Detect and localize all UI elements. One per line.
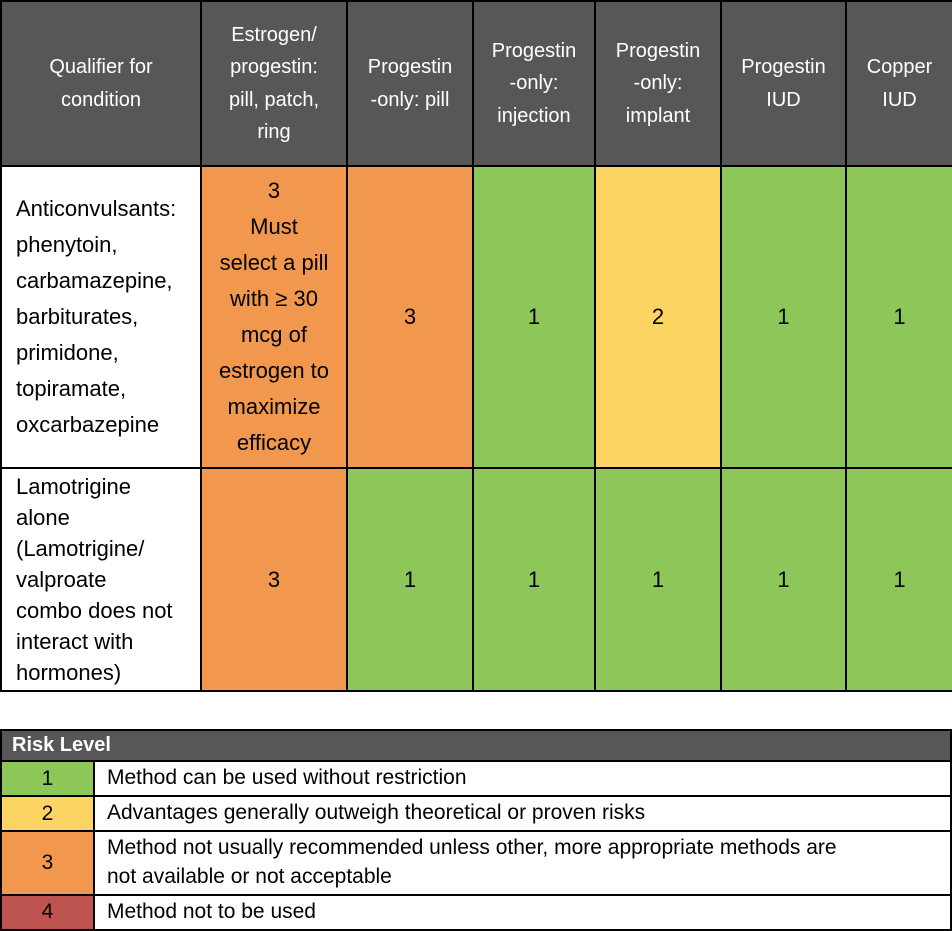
risk-cell: 3: [200, 466, 348, 693]
column-header-copper-iud: Copper IUD: [845, 0, 952, 167]
legend-description: Method not to be used: [93, 893, 952, 931]
header-row: Qualifier for condition Estrogen/ proges…: [0, 0, 952, 167]
legend-row: 1 Method can be used without restriction: [0, 760, 952, 798]
legend-level-swatch: 4: [0, 893, 95, 931]
condition-cell: Lamotrigine alone (Lamotrigine/ valproat…: [0, 466, 202, 693]
risk-cell: 1: [594, 466, 722, 693]
risk-cell: 3: [346, 165, 474, 469]
legend-description: Method can be used without restriction: [93, 760, 952, 798]
column-header-progestin-iud: Progestin IUD: [720, 0, 847, 167]
risk-cell: 1: [472, 466, 596, 693]
legend-title: Risk Level: [0, 729, 952, 763]
risk-cell: 2: [594, 165, 722, 469]
condition-cell: Anticonvulsants: phenytoin, carbamazepin…: [0, 165, 202, 469]
legend-row: 2 Advantages generally outweigh theoreti…: [0, 795, 952, 833]
legend-level-swatch: 3: [0, 830, 95, 896]
risk-cell: 1: [845, 165, 952, 469]
risk-cell: 3 Must select a pill with ≥ 30 mcg of es…: [200, 165, 348, 469]
legend-description: Advantages generally outweigh theoretica…: [93, 795, 952, 833]
risk-cell: 1: [845, 466, 952, 693]
contraception-risk-table: Qualifier for condition Estrogen/ proges…: [0, 0, 952, 693]
legend-row: 4 Method not to be used: [0, 893, 952, 931]
row-anticonvulsants: Anticonvulsants: phenytoin, carbamazepin…: [0, 165, 952, 469]
column-header-qualifier: Qualifier for condition: [0, 0, 202, 167]
column-header-progestin-pill: Progestin -only: pill: [346, 0, 474, 167]
legend-level-swatch: 2: [0, 795, 95, 833]
risk-cell: 1: [720, 165, 847, 469]
legend-row: 3 Method not usually recommended unless …: [0, 830, 952, 896]
column-header-estrogen-progestin: Estrogen/ progestin: pill, patch, ring: [200, 0, 348, 167]
column-header-progestin-implant: Progestin -only: implant: [594, 0, 722, 167]
legend-level-swatch: 1: [0, 760, 95, 798]
legend-description: Method not usually recommended unless ot…: [93, 830, 952, 896]
risk-cell: 1: [720, 466, 847, 693]
risk-cell: 1: [472, 165, 596, 469]
legend-header-row: Risk Level: [0, 729, 952, 763]
column-header-progestin-injection: Progestin -only: injection: [472, 0, 596, 167]
risk-level-legend: Risk Level 1 Method can be used without …: [0, 729, 952, 931]
risk-cell: 1: [346, 466, 474, 693]
row-lamotrigine: Lamotrigine alone (Lamotrigine/ valproat…: [0, 466, 952, 693]
